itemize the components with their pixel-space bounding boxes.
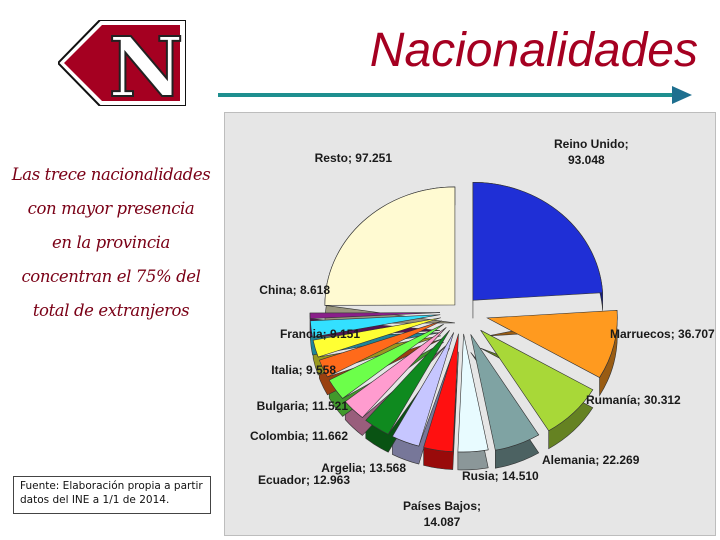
pie-chart: Reino Unido; 93.048 Marruecos; 36.707 Ruman… [250, 137, 715, 529]
pie-slice [470, 334, 540, 451]
source-line: Fuente: Elaboración propia a partir [20, 480, 203, 492]
pie-slice [486, 310, 618, 378]
slice-label: Marruecos; 36.707 [610, 327, 715, 341]
pie-slice [309, 312, 441, 320]
pie-slice [324, 186, 456, 306]
source-line: datos del INE a 1/1 de 2014. [20, 494, 170, 506]
slice-label: Rusia; 14.510 [462, 469, 539, 483]
slice-label: Rumanía; 30.312 [586, 393, 681, 407]
pie-slice [480, 329, 594, 432]
slice-label: Colombia; 11.662 [250, 429, 348, 443]
caption-text: Las trece nacionalidades con mayor prese… [8, 158, 214, 328]
caption-line: concentran el 75% del [21, 267, 201, 286]
source-note: Fuente: Elaboración propia a partir dato… [13, 476, 211, 514]
n-logo: N [58, 20, 186, 106]
logo-letter: N [109, 20, 184, 106]
slice-label: China; 8.618 [259, 283, 330, 297]
caption-line: en la provincia [52, 233, 170, 252]
slice-label: Bulgaria; 11.521 [257, 399, 349, 413]
slice-label: Ecuador; 12.963 [258, 473, 350, 487]
slice-label: Reino Unido; 93.048 [554, 137, 629, 167]
pie-slice [312, 317, 441, 358]
slice-label: Resto; 97.251 [315, 151, 393, 165]
pie-slice [318, 320, 443, 378]
slice-label: Países Bajos; 14.087 [403, 499, 481, 529]
slice-label: Argelia; 13.568 [321, 461, 406, 475]
pie-slice [423, 333, 459, 452]
pie-slice [310, 314, 441, 338]
pie-slice [457, 333, 489, 453]
caption-line: total de extranjeros [32, 301, 190, 320]
slice-label: Alemania; 22.269 [542, 453, 640, 467]
caption-line: con mayor presencia [27, 199, 195, 218]
pie-slice [391, 332, 455, 447]
pie-slice [472, 182, 603, 301]
slice-label: Francia; 9.151 [280, 327, 360, 341]
caption-line: Las trece nacionalidades [11, 165, 211, 184]
pie-slice [344, 327, 447, 418]
pie-slice [365, 329, 450, 435]
title-underline-arrow [218, 86, 692, 104]
page-title: Nacionalidades [369, 24, 698, 77]
pie-slice [328, 323, 444, 399]
slice-label: Italia; 9.558 [271, 363, 336, 377]
